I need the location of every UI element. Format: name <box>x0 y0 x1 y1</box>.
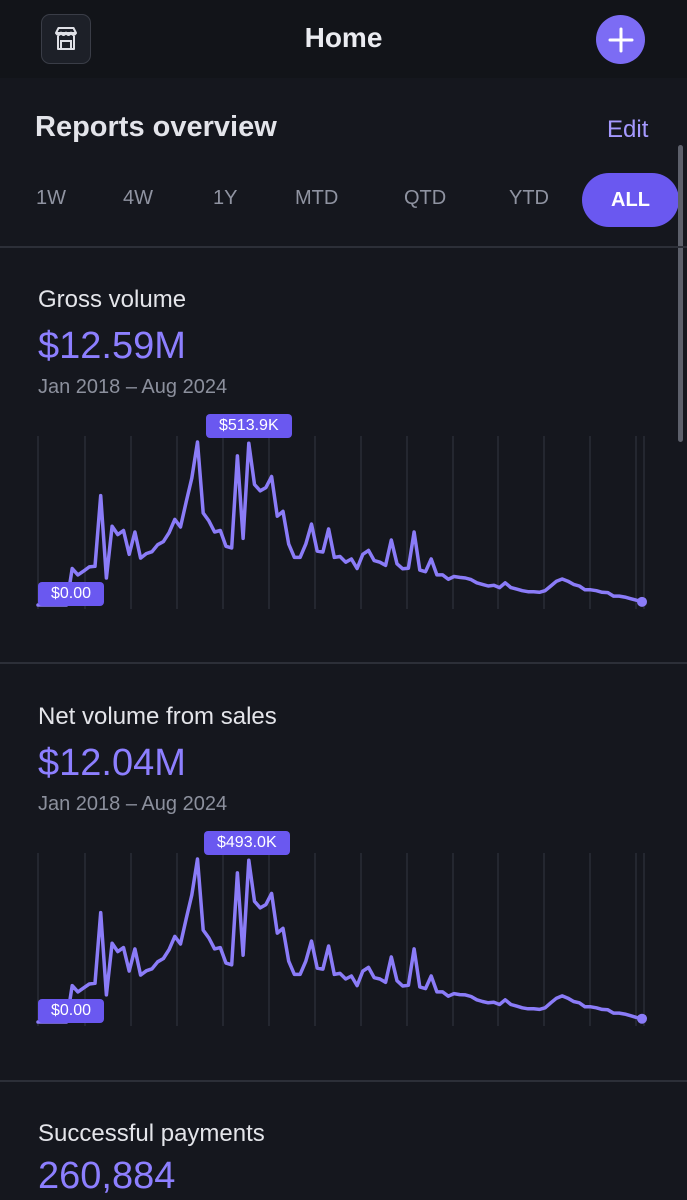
gross-volume-chart[interactable]: $513.9K $0.00 <box>0 412 687 612</box>
storefront-icon <box>55 27 77 50</box>
gross-volume-period: Jan 2018 – Aug 2024 <box>38 376 228 398</box>
reports-overview-title: Reports overview <box>35 111 277 143</box>
net-volume-chart-svg <box>36 853 647 1026</box>
gross-volume-value: $12.59M <box>38 325 186 367</box>
chart-end-point <box>637 596 647 607</box>
section-divider <box>0 662 687 664</box>
successful-payments-value: 260,884 <box>38 1155 176 1197</box>
top-bar: Home <box>0 0 687 78</box>
section-divider <box>0 246 687 248</box>
range-tab-1w[interactable]: 1W <box>36 187 66 209</box>
plus-icon <box>608 27 633 52</box>
edit-button[interactable]: Edit <box>607 116 649 143</box>
chart-min-label: $0.00 <box>38 582 105 606</box>
net-volume-chart[interactable]: $493.0K $0.00 <box>0 829 687 1029</box>
chart-end-point <box>637 1013 647 1024</box>
range-tab-ytd[interactable]: YTD <box>509 187 549 209</box>
scrollbar[interactable] <box>678 145 683 442</box>
successful-payments-label: Successful payments <box>38 1120 265 1147</box>
chart-series-line <box>36 857 644 1024</box>
range-tab-4w[interactable]: 4W <box>123 187 153 209</box>
store-button[interactable] <box>41 14 91 64</box>
chart-max-label: $493.0K <box>204 831 290 855</box>
net-volume-period: Jan 2018 – Aug 2024 <box>38 793 228 815</box>
add-button[interactable] <box>596 15 645 64</box>
gross-volume-chart-svg <box>36 436 647 609</box>
chart-min-label: $0.00 <box>38 999 105 1023</box>
range-tab-1y[interactable]: 1Y <box>213 187 238 209</box>
range-tab-qtd[interactable]: QTD <box>404 187 447 209</box>
net-volume-label: Net volume from sales <box>38 703 277 730</box>
chart-series-line <box>36 440 644 607</box>
range-tab-all[interactable]: ALL <box>582 173 679 227</box>
range-tab-mtd[interactable]: MTD <box>295 187 339 209</box>
chart-max-label: $513.9K <box>206 414 292 438</box>
net-volume-value: $12.04M <box>38 742 186 784</box>
gross-volume-label: Gross volume <box>38 286 187 313</box>
page-title: Home <box>304 22 383 53</box>
section-divider <box>0 1080 687 1082</box>
